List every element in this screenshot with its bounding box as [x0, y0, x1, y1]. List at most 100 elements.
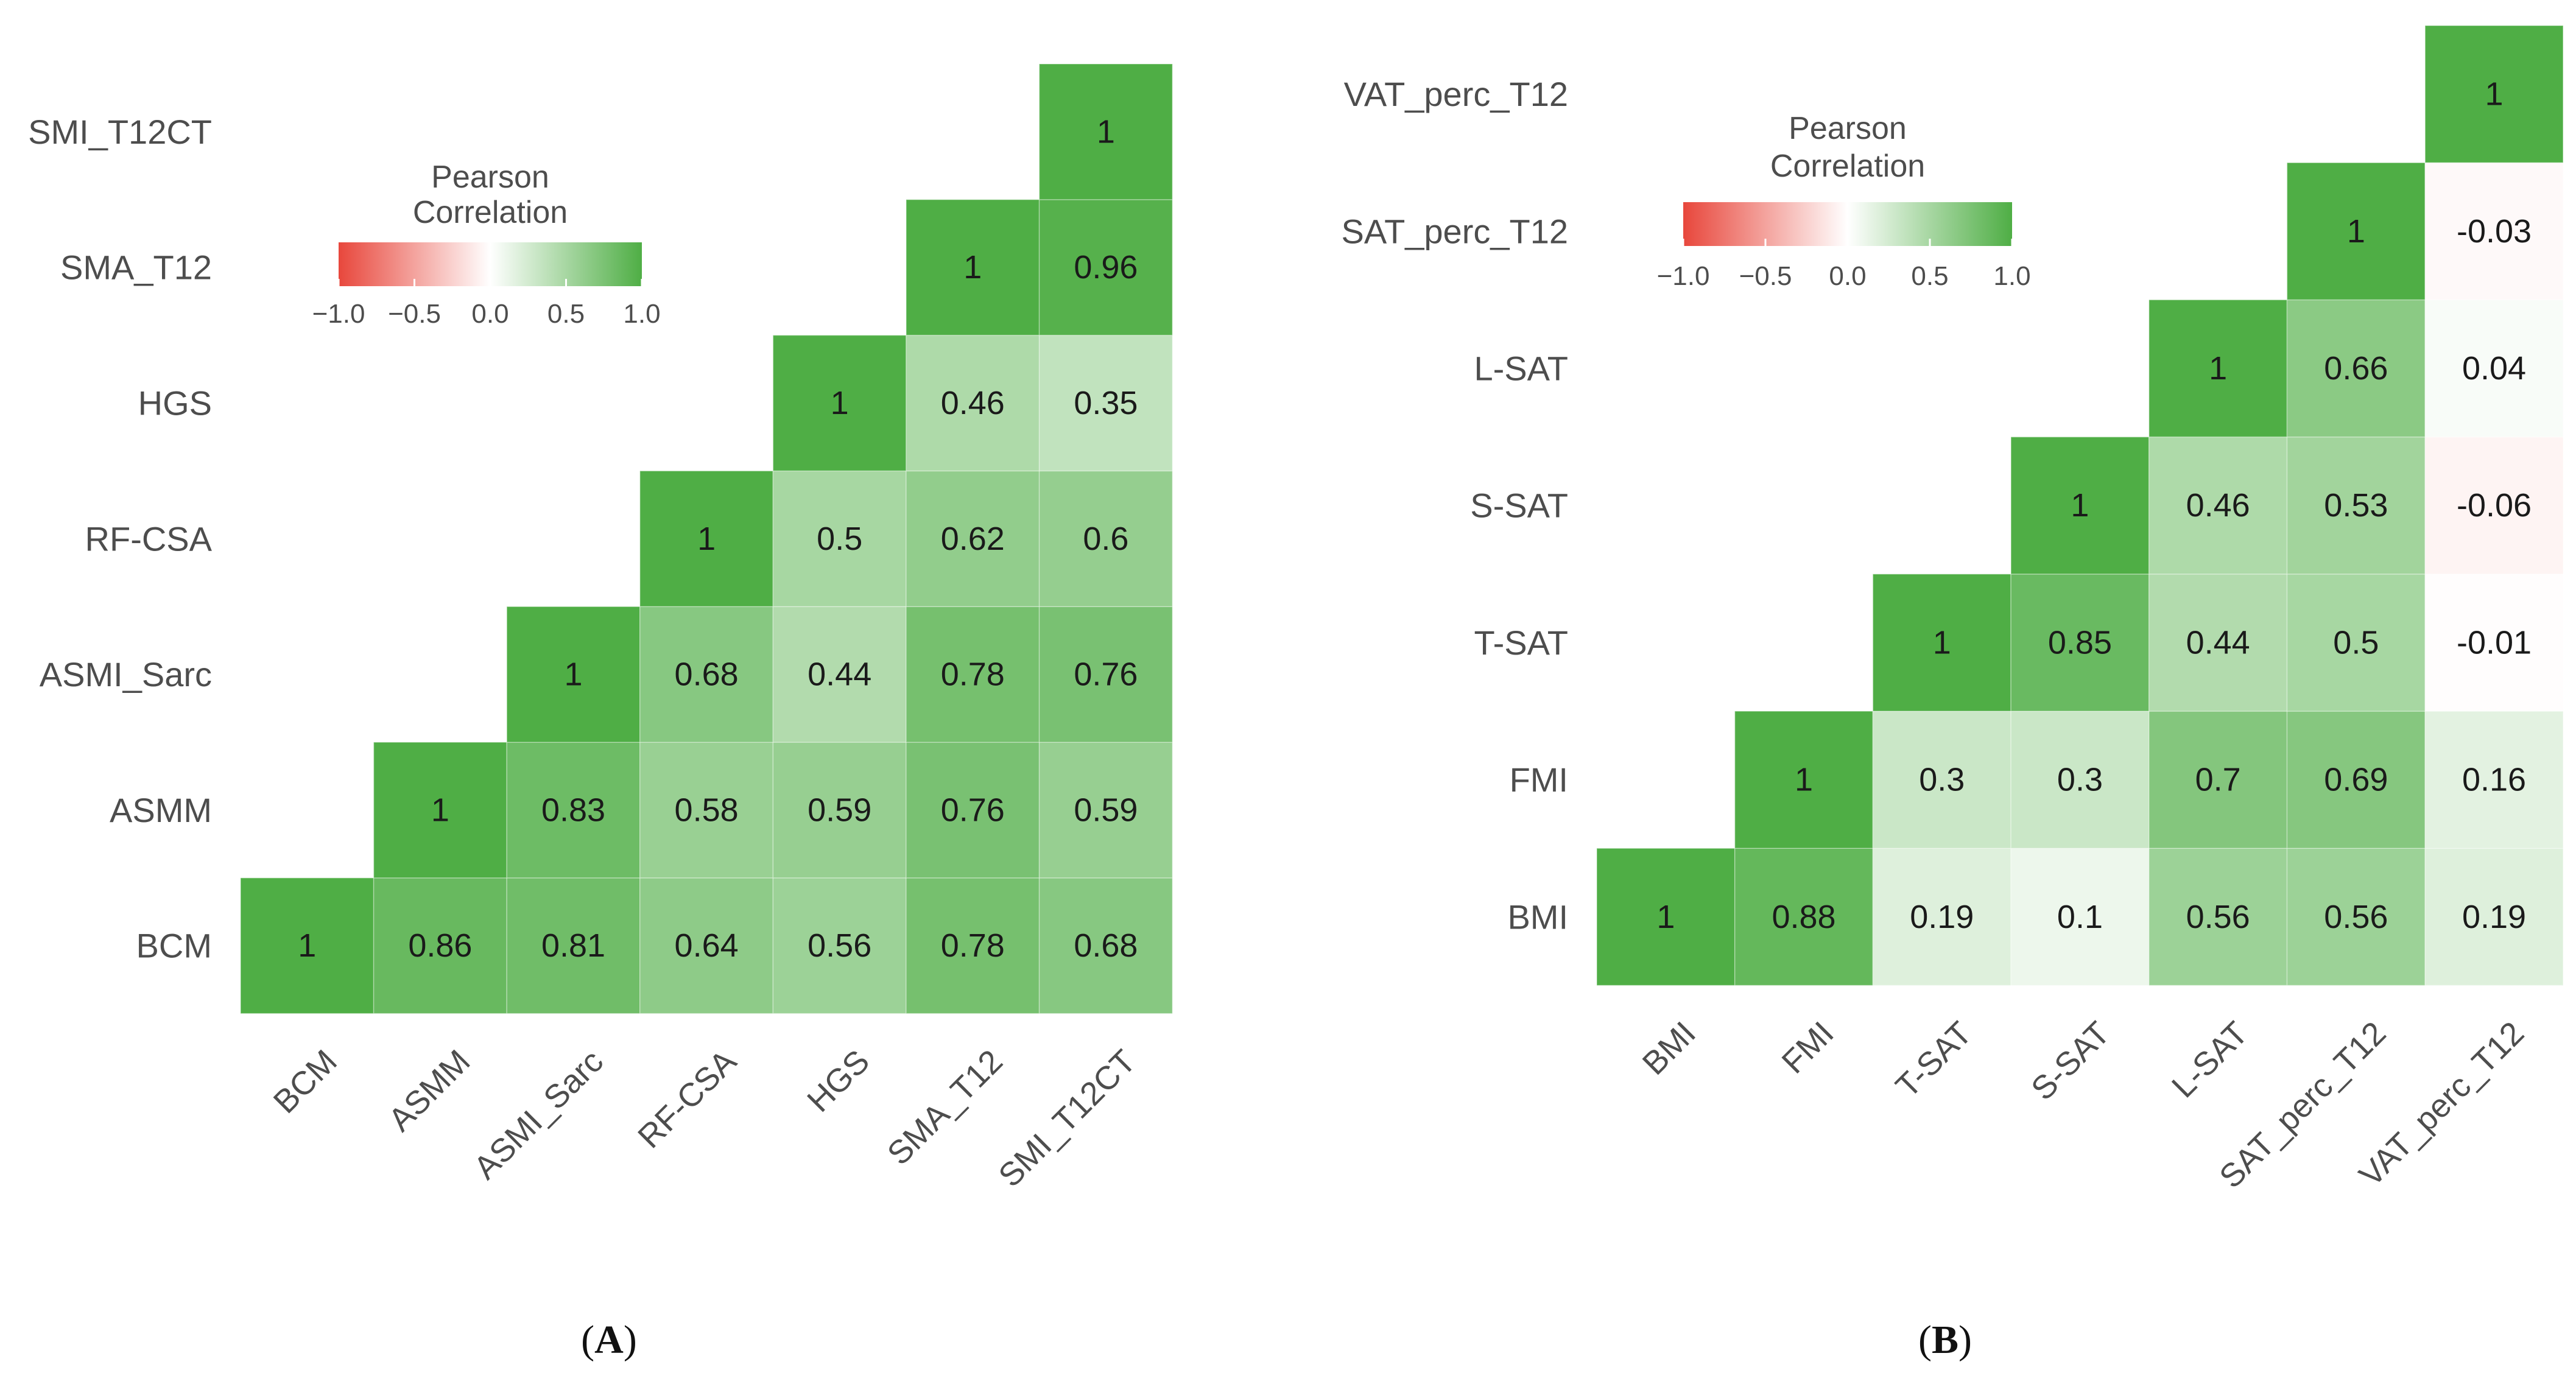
heatmap-cell-a-ASMM-SMA_T12: [906, 742, 1040, 879]
legend-title-a-2: Correlation: [413, 195, 568, 230]
heatmap-cell-b-L-SAT-L-SAT: [2148, 299, 2288, 438]
cell-value-b-T-SAT-SAT_perc_T12: 0.5: [2333, 624, 2379, 661]
heatmap-cell-b-S-SAT-S-SAT: [2010, 436, 2150, 575]
heatmap-cell-b-FMI-T-SAT: [1872, 711, 2011, 849]
cell-value-b-VAT_perc_T12-VAT_perc_T12: 1: [2485, 76, 2504, 113]
y-tick-label-b-S-SAT: S-SAT: [1470, 487, 1568, 525]
cell-value-b-BMI-SAT_perc_T12: 0.56: [2324, 899, 2388, 935]
heatmap-cell-a-ASMI_Sarc-HGS: [772, 606, 907, 743]
heatmap-cell-b-BMI-VAT_perc_T12: [2424, 848, 2564, 986]
y-tick-label-a-RF-CSA: RF-CSA: [85, 519, 213, 558]
heatmap-cell-b-BMI-BMI: [1596, 848, 1736, 986]
cell-value-b-T-SAT-S-SAT: 0.85: [2048, 624, 2112, 661]
heatmap-cell-b-FMI-SAT_perc_T12: [2286, 711, 2426, 849]
panel-b-heatmap: 1 0.88 0.19 0.1 0.56 0.56 0.19 1 0.3 0.3 0.7 0.69 0.…: [1342, 25, 2564, 1362]
x-tick-label-b-BMI: BMI: [1636, 1015, 1703, 1082]
cell-value-b-BMI-L-SAT: 0.56: [2186, 899, 2250, 935]
cell-value-b-SAT_perc_T12-SAT_perc_T12: 1: [2347, 213, 2365, 250]
cell-value-a-HGS-SMI_T12CT: 0.35: [1074, 385, 1138, 421]
x-tick-label-a-SMA_T12: SMA_T12: [881, 1043, 1010, 1172]
cell-value-a-HGS-HGS: 1: [831, 385, 849, 421]
heatmap-cell-b-FMI-FMI: [1734, 711, 1874, 849]
y-tick-label-a-BCM: BCM: [136, 927, 212, 965]
y-tick-label-b-SAT_perc_T12: SAT_perc_T12: [1342, 212, 1568, 250]
cell-value-a-ASMM-SMI_T12CT: 0.59: [1074, 792, 1138, 828]
legend-tick-label-b-2: 0.0: [1829, 261, 1866, 291]
heatmap-cell-a-BCM-HGS: [772, 877, 907, 1014]
x-tick-label-b-FMI: FMI: [1775, 1015, 1841, 1081]
heatmap-cell-a-BCM-ASMM: [373, 877, 507, 1014]
x-tick-label-a-SMI_T12CT: SMI_T12CT: [991, 1043, 1142, 1194]
y-tick-label-b-L-SAT: L-SAT: [1474, 350, 1568, 388]
legend-title-a-1: Pearson: [431, 160, 549, 195]
cell-value-b-S-SAT-L-SAT: 0.46: [2186, 487, 2250, 524]
y-tick-label-b-T-SAT: T-SAT: [1474, 624, 1568, 662]
heatmap-cell-b-BMI-SAT_perc_T12: [2286, 848, 2426, 986]
x-tick-label-a-RF-CSA: RF-CSA: [631, 1043, 744, 1156]
heatmap-cell-b-VAT_perc_T12-VAT_perc_T12: [2424, 25, 2564, 163]
cell-value-a-ASMI_Sarc-ASMI_Sarc: 1: [564, 656, 582, 693]
cell-value-a-SMA_T12-SMA_T12: 1: [963, 249, 982, 286]
y-tick-label-b-VAT_perc_T12: VAT_perc_T12: [1344, 75, 1568, 113]
cell-value-a-ASMM-ASMM: 1: [431, 792, 449, 828]
legend-tick-label-b-4: 1.0: [1993, 261, 2030, 291]
heatmap-cell-a-HGS-HGS: [772, 334, 907, 472]
heatmap-cell-b-BMI-FMI: [1734, 848, 1874, 986]
heatmap-cell-b-S-SAT-SAT_perc_T12: [2286, 436, 2426, 575]
legend-title-b-1: Pearson: [1789, 111, 1907, 146]
heatmap-cell-a-BCM-SMA_T12: [906, 877, 1040, 1014]
cell-value-a-RF-CSA-SMA_T12: 0.62: [941, 521, 1005, 557]
cell-value-b-FMI-FMI: 1: [1795, 762, 1813, 798]
heatmap-cell-b-SAT_perc_T12-SAT_perc_T12: [2286, 162, 2426, 301]
x-tick-label-a-HGS: HGS: [800, 1043, 876, 1119]
cell-value-a-BCM-ASMI_Sarc: 0.81: [541, 927, 605, 964]
heatmap-cell-b-FMI-L-SAT: [2148, 711, 2288, 849]
heatmap-cell-a-BCM-RF-CSA: [639, 877, 774, 1014]
cell-value-a-ASMM-RF-CSA: 0.58: [675, 792, 739, 828]
y-tick-label-b-BMI: BMI: [1507, 897, 1568, 936]
cell-value-a-HGS-SMA_T12: 0.46: [941, 385, 1005, 421]
heatmap-cell-b-BMI-L-SAT: [2148, 848, 2288, 986]
x-tick-label-b-L-SAT: L-SAT: [2165, 1015, 2255, 1105]
panel-a-heatmap: 1 0.86 0.81 0.64 0.56 0.78 0.68 1 0.83 0.58 0.59 0.…: [28, 63, 1173, 1362]
cell-value-a-BCM-SMA_T12: 0.78: [941, 927, 1005, 964]
panel-label-b: (B): [1918, 1318, 1972, 1362]
cell-value-b-FMI-T-SAT: 0.3: [1919, 762, 1965, 798]
legend-tick-label-a-1: −0.5: [388, 299, 441, 329]
cell-value-a-ASMI_Sarc-HGS: 0.44: [808, 656, 871, 693]
x-tick-label-a-BCM: BCM: [267, 1043, 344, 1120]
cell-value-a-BCM-BCM: 1: [298, 927, 316, 964]
heatmap-cell-a-HGS-SMI_T12CT: [1038, 334, 1173, 472]
y-tick-label-a-HGS: HGS: [138, 384, 212, 423]
heatmap-cell-b-BMI-T-SAT: [1872, 848, 2011, 986]
legend-tick-label-b-0: −1.0: [1657, 261, 1710, 291]
cell-value-a-BCM-HGS: 0.56: [808, 927, 871, 964]
cell-value-b-T-SAT-L-SAT: 0.44: [2186, 624, 2250, 661]
legend-tick-label-b-1: −0.5: [1739, 261, 1792, 291]
cell-value-a-RF-CSA-RF-CSA: 1: [697, 521, 716, 557]
y-tick-label-b-FMI: FMI: [1510, 760, 1568, 799]
x-tick-label-a-ASMI_Sarc: ASMI_Sarc: [467, 1043, 611, 1187]
cell-value-a-BCM-SMI_T12CT: 0.68: [1074, 927, 1138, 964]
cell-value-b-FMI-L-SAT: 0.7: [2195, 762, 2241, 798]
x-tick-label-b-T-SAT: T-SAT: [1889, 1015, 1979, 1105]
y-tick-label-a-ASMM: ASMM: [110, 791, 212, 829]
cell-value-b-S-SAT-S-SAT: 1: [2071, 487, 2089, 524]
cell-value-b-T-SAT-VAT_perc_T12: -0.01: [2457, 624, 2532, 661]
heatmap-cell-a-SMI_T12CT-SMI_T12CT: [1038, 63, 1173, 200]
panel-label-a: (A): [581, 1318, 637, 1362]
legend-tick-label-b-3: 0.5: [1911, 261, 1948, 291]
cell-value-b-FMI-SAT_perc_T12: 0.69: [2324, 762, 2388, 798]
heatmap-cell-a-BCM-BCM: [240, 877, 375, 1014]
legend-tick-label-a-2: 0.0: [471, 299, 509, 329]
cell-value-b-L-SAT-VAT_perc_T12: 0.04: [2462, 350, 2526, 387]
legend-tick-label-a-3: 0.5: [547, 299, 585, 329]
y-tick-label-a-SMA_T12: SMA_T12: [60, 248, 212, 287]
heatmap-cell-b-S-SAT-L-SAT: [2148, 436, 2288, 575]
heatmap-cell-a-ASMI_Sarc-SMA_T12: [906, 606, 1040, 743]
x-tick-label-a-ASMM: ASMM: [382, 1043, 477, 1139]
heatmap-cell-a-ASMM-ASMM: [373, 742, 507, 879]
cell-value-a-RF-CSA-SMI_T12CT: 0.6: [1083, 521, 1128, 557]
